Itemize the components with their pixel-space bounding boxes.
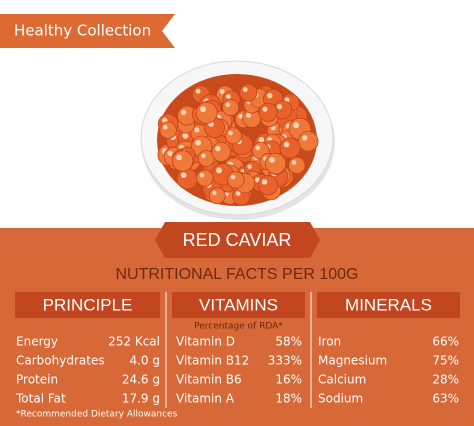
row-value: 252 Kcal <box>108 335 160 349</box>
column-header-box <box>172 292 305 318</box>
egg-highlight <box>262 106 268 112</box>
row-value: 75% <box>432 354 459 368</box>
egg-highlight <box>228 130 233 136</box>
row-value: 16% <box>275 373 302 387</box>
egg <box>264 152 287 175</box>
row-label: Vitamin B6 <box>176 373 242 387</box>
egg-highlight <box>267 92 273 99</box>
row-value: 18% <box>275 392 302 406</box>
egg <box>288 156 306 175</box>
row-value: 58% <box>275 335 302 349</box>
row-label: Calcium <box>318 373 366 387</box>
row-label: Iron <box>318 335 341 349</box>
row-value: 28% <box>432 373 459 387</box>
row-label: Energy <box>16 335 58 349</box>
egg-highlight <box>245 112 252 118</box>
egg-highlight <box>167 150 173 157</box>
subtitle: NUTRITIONAL FACTS PER 100G <box>115 266 358 283</box>
row-value: 4.0 g <box>129 354 160 368</box>
egg <box>258 102 278 122</box>
egg-highlight <box>199 172 205 178</box>
egg <box>211 141 232 162</box>
egg-highlight <box>301 135 308 141</box>
egg-highlight <box>291 160 297 165</box>
product-ribbon <box>155 222 320 258</box>
egg-highlight <box>230 174 236 180</box>
row-label: Vitamin D <box>176 335 235 349</box>
egg <box>208 187 226 205</box>
row-label: Total Fat <box>15 392 66 406</box>
egg-highlight <box>261 179 268 185</box>
column-header-box <box>15 292 160 318</box>
footnote: *Recommended Dietary Allowances <box>16 410 178 420</box>
column-note: Percentage of RDA* <box>194 322 283 332</box>
egg-highlight <box>195 139 202 146</box>
banner-ribbon <box>0 14 175 48</box>
egg <box>222 99 240 117</box>
product-name: RED CAVIAR <box>183 230 292 250</box>
egg <box>239 83 258 102</box>
row-value: 66% <box>432 335 459 349</box>
egg-highlight <box>216 167 223 174</box>
egg-highlight <box>180 172 187 178</box>
egg <box>224 127 242 145</box>
egg <box>195 101 218 124</box>
row-label: Magnesium <box>318 354 387 368</box>
egg-highlight <box>242 87 248 92</box>
egg <box>257 175 279 196</box>
banner-text: Healthy Collection <box>14 22 151 40</box>
egg-highlight <box>212 190 217 196</box>
egg-highlight <box>269 157 275 163</box>
egg-highlight <box>180 109 187 115</box>
egg-highlight <box>276 104 283 110</box>
row-label: Vitamin B12 <box>176 354 249 368</box>
egg <box>279 137 301 159</box>
egg-highlight <box>200 106 206 113</box>
egg-highlight <box>182 132 189 139</box>
column-header: VITAMINS <box>199 295 278 314</box>
egg <box>196 169 214 187</box>
egg <box>297 131 319 152</box>
caviar-eggs <box>157 83 319 206</box>
egg-highlight <box>201 153 206 158</box>
column-header: PRINCIPLE <box>43 295 133 314</box>
info-panel <box>0 228 474 426</box>
column-header: MINERALS <box>345 295 432 314</box>
egg-highlight <box>194 127 200 133</box>
egg-highlight <box>255 145 261 151</box>
row-value: 333% <box>268 354 302 368</box>
egg <box>176 168 198 190</box>
egg-highlight <box>235 190 241 196</box>
row-label: Protein <box>16 373 58 387</box>
row-label: Sodium <box>318 392 363 406</box>
row-value: 24.6 g <box>122 373 160 387</box>
egg-highlight <box>238 113 244 119</box>
egg <box>159 121 177 139</box>
egg-highlight <box>225 94 231 99</box>
egg-highlight <box>195 88 201 94</box>
egg-highlight <box>219 89 225 95</box>
egg-highlight <box>247 164 252 169</box>
row-label: Carbohydrates <box>16 354 105 368</box>
egg-highlight <box>283 141 290 148</box>
egg-highlight <box>162 124 168 130</box>
column-header-box <box>317 292 460 318</box>
egg-highlight <box>225 102 231 108</box>
egg <box>227 171 245 189</box>
row-value: 17.9 g <box>122 392 160 406</box>
row-value: 63% <box>432 392 459 406</box>
egg-highlight <box>215 145 221 152</box>
egg <box>171 150 194 172</box>
egg-highlight <box>293 122 300 129</box>
egg-highlight <box>258 137 265 143</box>
egg-highlight <box>176 154 182 161</box>
row-label: Vitamin A <box>176 392 235 406</box>
